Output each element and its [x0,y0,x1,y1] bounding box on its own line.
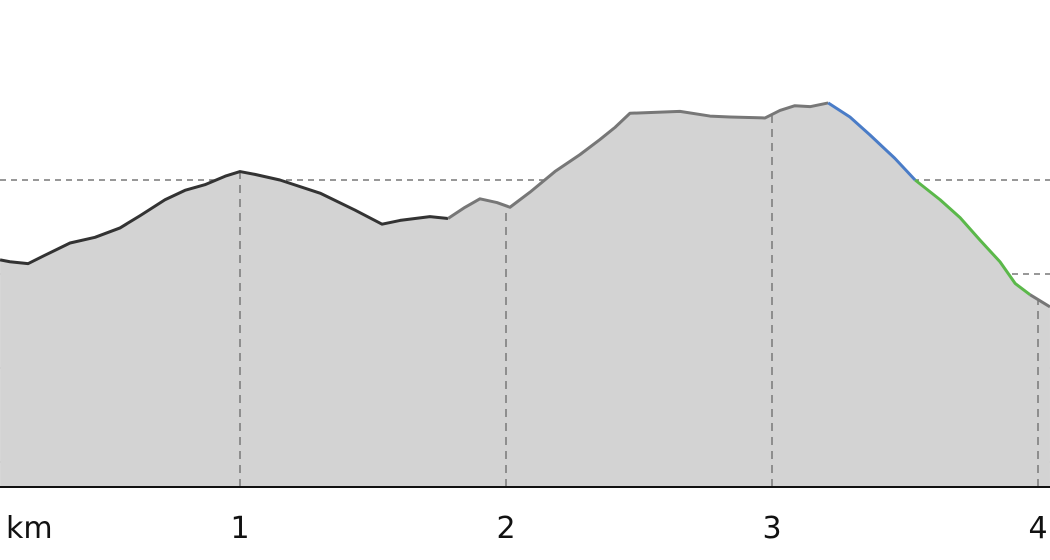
x-axis-label: km [6,511,53,546]
elevation-line-segment [914,178,1031,296]
elevation-area-fill [0,102,1050,488]
elevation-line-segment [0,170,449,266]
x-tick-label: 4 [1028,511,1047,546]
elevation-line-segment [1029,293,1050,309]
x-tick-label: 3 [762,511,781,546]
x-tick-label: 1 [230,511,249,546]
x-tick-label: 2 [496,511,515,546]
elevation-line-segment [447,101,829,220]
elevation-line-segment [827,101,917,182]
elevation-line [0,101,1050,309]
x-ticks: 1 2 3 4 [230,511,1047,546]
